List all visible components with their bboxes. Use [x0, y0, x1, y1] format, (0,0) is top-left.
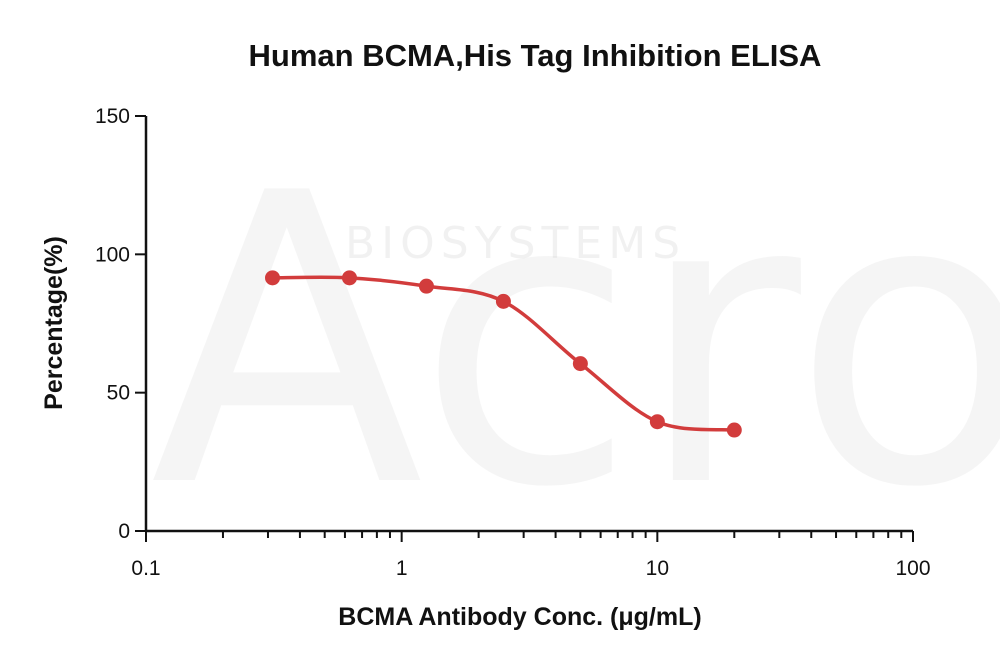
- x-tick-label: 0.1: [131, 557, 160, 580]
- x-tick-label: 10: [646, 557, 669, 580]
- watermark: Acro BIOSYSTEMS: [150, 110, 1000, 575]
- x-axis-title: BCMA Antibody Conc. (μg/mL): [338, 603, 701, 631]
- data-point: [572, 356, 588, 372]
- y-tick-label: 150: [95, 105, 130, 128]
- y-tick-label: 50: [107, 382, 130, 405]
- y-tick-label: 0: [118, 520, 130, 543]
- x-tick-label: 1: [396, 557, 408, 580]
- ticks: [135, 115, 914, 542]
- tick-labels: 0.1 1 10 100 0 50 100 150: [95, 105, 931, 580]
- data-point: [726, 422, 742, 438]
- data-point: [265, 270, 281, 286]
- y-tick-label: 100: [95, 243, 130, 266]
- watermark-text: BIOSYSTEMS: [345, 218, 686, 269]
- data-point: [495, 293, 511, 309]
- data-point: [418, 278, 434, 294]
- axes: [144, 116, 913, 533]
- watermark-logo: Acro: [150, 110, 1000, 575]
- y-axis-title: Percentage(%): [40, 236, 68, 410]
- data-point: [341, 270, 357, 286]
- data-point: [649, 414, 665, 430]
- data-points: [265, 270, 742, 438]
- x-tick-label: 100: [895, 557, 930, 580]
- chart-title: Human BCMA,His Tag Inhibition ELISA: [249, 38, 822, 73]
